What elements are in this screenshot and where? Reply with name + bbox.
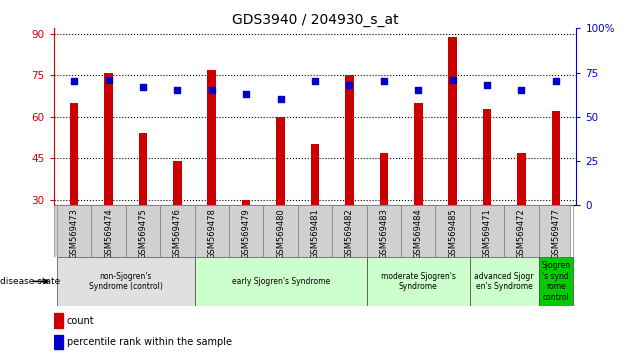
- Bar: [311, 144, 319, 283]
- Bar: [435, 205, 470, 257]
- Bar: [54, 313, 63, 328]
- Bar: [379, 153, 388, 283]
- Bar: [414, 103, 423, 283]
- Text: GSM569485: GSM569485: [448, 208, 457, 259]
- Point: [207, 87, 217, 93]
- Bar: [91, 205, 126, 257]
- Point: [275, 96, 285, 102]
- Point: [103, 77, 113, 82]
- Bar: [401, 205, 435, 257]
- Text: GSM569479: GSM569479: [242, 208, 251, 259]
- Text: GSM569484: GSM569484: [414, 208, 423, 259]
- Bar: [173, 161, 181, 283]
- Bar: [483, 109, 491, 283]
- Bar: [57, 205, 91, 257]
- Point: [173, 87, 183, 93]
- Bar: [195, 205, 229, 257]
- Bar: [277, 117, 285, 283]
- Bar: [54, 335, 63, 349]
- Text: disease state: disease state: [0, 277, 60, 286]
- Point: [517, 87, 527, 93]
- Bar: [229, 205, 263, 257]
- Bar: [517, 153, 525, 283]
- Bar: [367, 257, 470, 306]
- Bar: [139, 133, 147, 283]
- Text: GSM569475: GSM569475: [139, 208, 147, 259]
- Text: GSM569472: GSM569472: [517, 208, 526, 259]
- Point: [551, 79, 561, 84]
- Bar: [551, 111, 560, 283]
- Point: [482, 82, 492, 88]
- Bar: [57, 257, 195, 306]
- Bar: [242, 200, 251, 283]
- Text: advanced Sjogr
en's Syndrome: advanced Sjogr en's Syndrome: [474, 272, 534, 291]
- Text: GSM569480: GSM569480: [276, 208, 285, 259]
- Bar: [70, 103, 79, 283]
- Bar: [263, 205, 298, 257]
- Bar: [298, 205, 332, 257]
- Point: [413, 87, 423, 93]
- Bar: [160, 205, 195, 257]
- Bar: [470, 205, 504, 257]
- Bar: [539, 257, 573, 306]
- Text: percentile rank within the sample: percentile rank within the sample: [67, 337, 232, 347]
- Bar: [539, 205, 573, 257]
- Point: [138, 84, 148, 90]
- Point: [241, 91, 251, 97]
- Text: non-Sjogren's
Syndrome (control): non-Sjogren's Syndrome (control): [89, 272, 163, 291]
- Text: count: count: [67, 315, 94, 326]
- Bar: [470, 257, 539, 306]
- Text: GSM569477: GSM569477: [551, 208, 560, 259]
- Bar: [126, 205, 160, 257]
- Point: [69, 79, 79, 84]
- Text: Sjogren
's synd
rome
control: Sjogren 's synd rome control: [541, 261, 570, 302]
- Bar: [195, 257, 367, 306]
- Text: GSM569483: GSM569483: [379, 208, 388, 259]
- Text: GSM569476: GSM569476: [173, 208, 182, 259]
- Bar: [367, 205, 401, 257]
- Text: moderate Sjogren's
Syndrome: moderate Sjogren's Syndrome: [381, 272, 455, 291]
- Bar: [449, 36, 457, 283]
- Bar: [332, 205, 367, 257]
- Point: [379, 79, 389, 84]
- Bar: [105, 73, 113, 283]
- Text: GSM569471: GSM569471: [483, 208, 491, 259]
- Text: GSM569481: GSM569481: [311, 208, 319, 259]
- Text: GSM569482: GSM569482: [345, 208, 354, 259]
- Text: early Sjogren's Syndrome: early Sjogren's Syndrome: [232, 277, 329, 286]
- Point: [310, 79, 320, 84]
- Point: [345, 82, 355, 88]
- Text: GSM569478: GSM569478: [207, 208, 216, 259]
- Bar: [345, 75, 353, 283]
- Bar: [207, 70, 216, 283]
- Title: GDS3940 / 204930_s_at: GDS3940 / 204930_s_at: [232, 13, 398, 27]
- Text: GSM569474: GSM569474: [104, 208, 113, 259]
- Point: [447, 77, 457, 82]
- Text: GSM569473: GSM569473: [70, 208, 79, 259]
- Bar: [504, 205, 539, 257]
